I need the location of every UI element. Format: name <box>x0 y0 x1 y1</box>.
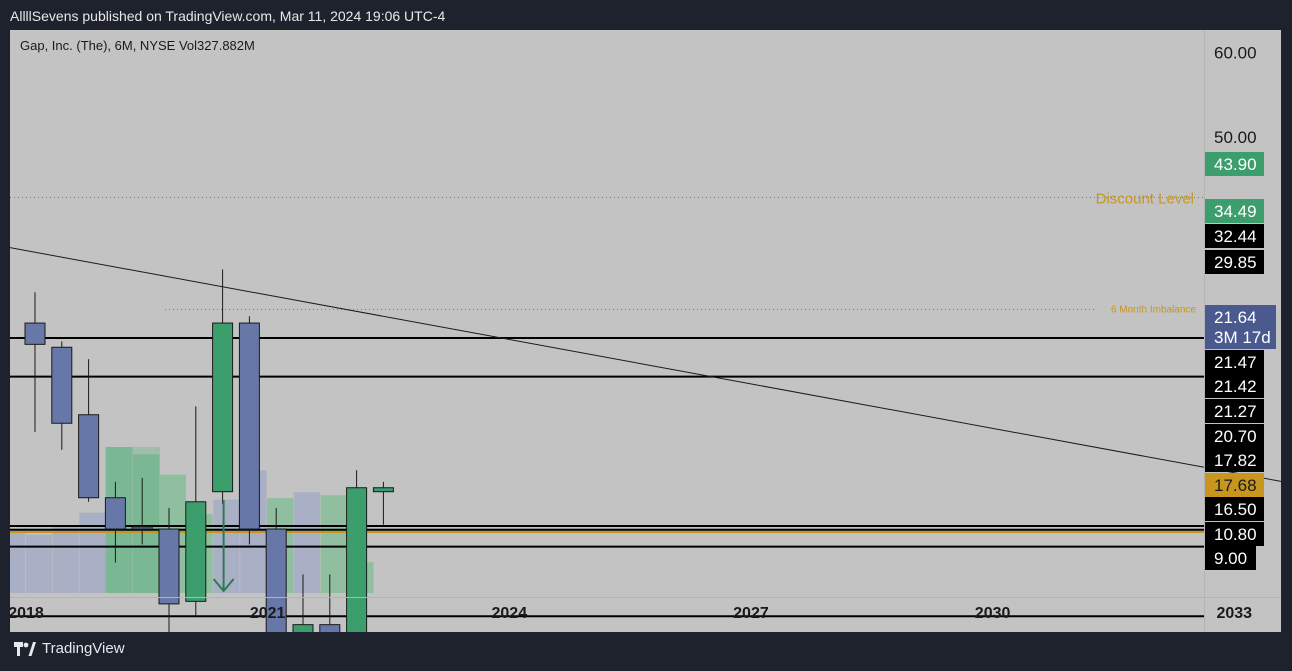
price-tag-label: 21.27 <box>1214 402 1257 421</box>
chart-frame[interactable]: Discount Level 6 Month Imbalance 60.00 50.0… <box>10 30 1281 632</box>
candle-body <box>131 526 153 530</box>
price-scale-divider <box>1204 30 1205 632</box>
x-axis-tick-label: 2021 <box>250 605 286 622</box>
price-tag-label: 43.90 <box>1214 155 1257 174</box>
volume-bar <box>10 530 26 593</box>
price-tag-10-80 <box>1204 522 1264 546</box>
candle-body <box>292 624 314 632</box>
candle-body <box>104 497 126 530</box>
y-axis-tick-label: 50.00 <box>1214 128 1257 147</box>
candle-body <box>78 414 100 499</box>
x-axis-tick-label: 2033 <box>1216 605 1252 622</box>
price-tag-16-50 <box>1204 497 1264 521</box>
candle-body <box>185 501 207 602</box>
price-tag-34-49 <box>1204 199 1264 223</box>
tradingview-logo-icon <box>14 641 36 656</box>
price-tag-17-68 <box>1204 473 1264 497</box>
publish-info: AllllSevens published on TradingView.com… <box>10 8 446 24</box>
price-tag-label: 16.50 <box>1214 500 1257 519</box>
footer-brand: TradingView <box>42 640 125 657</box>
candle-body <box>212 322 234 493</box>
price-tag-label: 29.85 <box>1214 253 1257 272</box>
candle-body <box>158 528 180 605</box>
arrow-down-icon <box>212 578 235 593</box>
y-axis-tick-label: 60.00 <box>1214 43 1257 62</box>
candle-body <box>319 624 341 632</box>
candle-body <box>51 346 73 424</box>
price-tag-label: 21.47 <box>1214 353 1257 372</box>
price-tag-21-64 <box>1204 305 1276 349</box>
price-tag-label: 9.00 <box>1214 549 1247 568</box>
price-tag-label: 21.42 <box>1214 377 1257 396</box>
volume-bar <box>320 495 347 593</box>
price-tag-label: 21.64 <box>1214 308 1257 327</box>
price-tag-label: 10.80 <box>1214 525 1257 544</box>
price-tag-29-85 <box>1204 250 1264 274</box>
price-tag-label: 17.82 <box>1214 451 1257 470</box>
footer: TradingView <box>14 640 125 657</box>
candle-body <box>372 487 394 493</box>
candle-body <box>346 487 368 632</box>
price-tag-label: 32.44 <box>1214 227 1257 246</box>
price-tag-9-00 <box>1204 546 1256 570</box>
volume-bar <box>133 454 160 593</box>
price-tag-label: 17.68 <box>1214 476 1257 495</box>
trendline <box>10 247 1281 482</box>
imbalance-label: 6 Month Imbalance <box>1111 305 1196 316</box>
price-tag-32-44 <box>1204 224 1264 248</box>
x-axis-tick-label: 2027 <box>733 605 769 622</box>
publish-header: AllllSevens published on TradingView.com… <box>0 0 1292 30</box>
price-tag-20-70 <box>1204 424 1264 448</box>
candle-body <box>238 322 260 530</box>
price-tag-21-27 <box>1204 399 1264 423</box>
x-axis-tick-label: 2024 <box>492 605 528 622</box>
chart-canvas[interactable]: Discount Level 6 Month Imbalance 60.00 50.0… <box>10 30 1281 632</box>
volume-bar <box>79 512 106 593</box>
discount-level-label: Discount Level <box>1096 191 1194 208</box>
volume-bar <box>25 534 52 593</box>
candle-body <box>265 528 287 632</box>
price-tag-21-42 <box>1204 374 1264 398</box>
price-tag-17-82 <box>1204 448 1264 472</box>
price-tag-label: 20.70 <box>1214 427 1257 446</box>
volume-bar <box>293 492 320 593</box>
price-tag-43-90 <box>1204 152 1264 176</box>
chart-legend: Gap, Inc. (The), 6M, NYSE Vol327.882M <box>20 38 255 53</box>
x-axis-tick-label: 2018 <box>10 605 44 622</box>
candle-body <box>24 322 46 345</box>
x-axis-tick-label: 2030 <box>975 605 1011 622</box>
price-tag-21-47 <box>1204 350 1264 374</box>
price-tag-label: 34.49 <box>1214 202 1257 221</box>
price-tag-countdown: 3M 17d <box>1214 328 1271 347</box>
volume-bar <box>52 525 79 593</box>
time-scale-divider <box>10 597 1281 598</box>
